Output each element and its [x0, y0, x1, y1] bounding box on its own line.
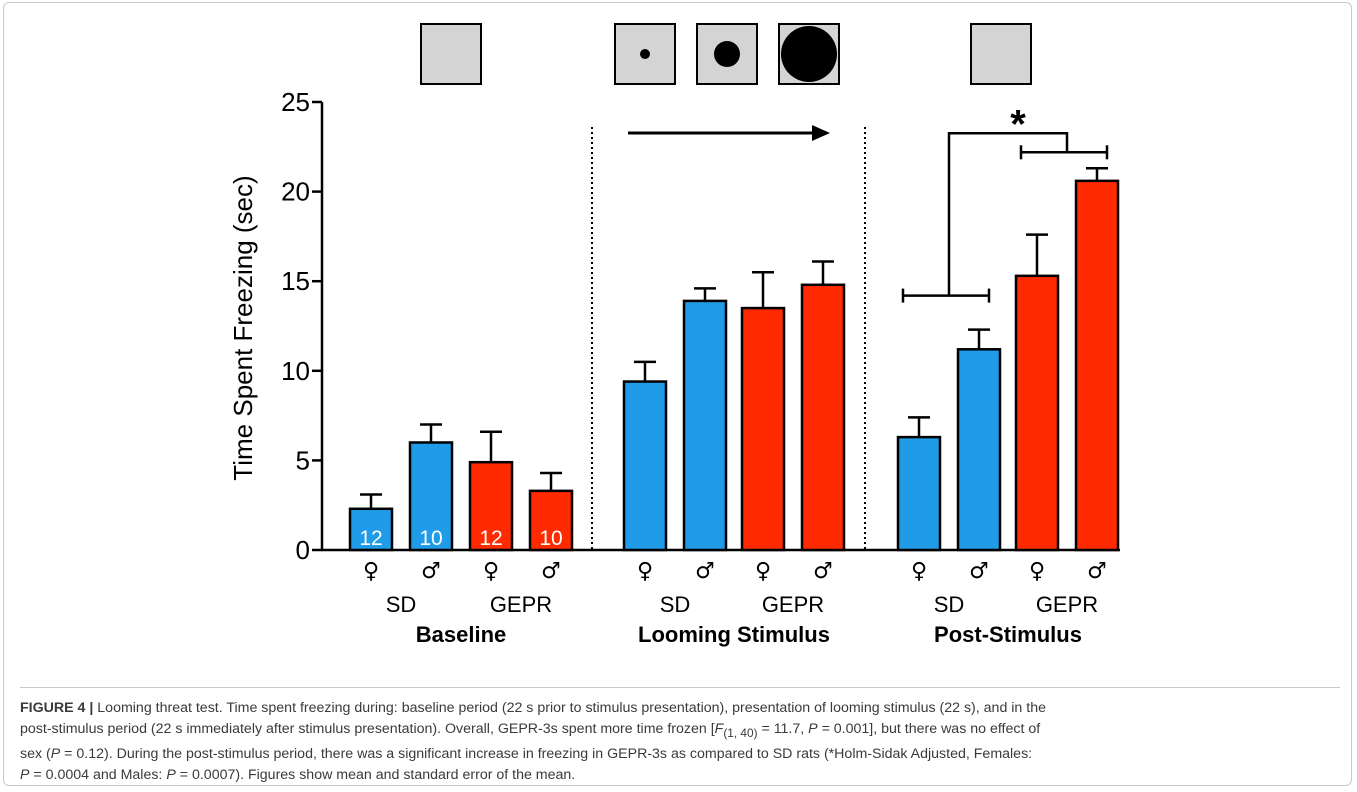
caption-line-1: FIGURE 4 | Looming threat test. Time spe…	[20, 698, 1340, 719]
bar-gepr-female	[468, 460, 514, 552]
sex-symbol-label: ♀	[755, 559, 771, 584]
caption-p-symbol: P	[20, 767, 30, 784]
medium-dot-icon	[714, 41, 740, 67]
sex-symbol-label: ♀	[1029, 559, 1045, 584]
small-dot-icon	[640, 49, 650, 59]
sex-symbol-label: ♀	[911, 559, 927, 584]
caption-text-1: Looming threat test. Time spent freezing…	[93, 700, 1046, 716]
caption-text-4a: = 0.0004 and Males:	[29, 767, 167, 784]
sex-symbol-label: ♀	[637, 559, 653, 584]
caption-line-3: sex (P = 0.12). During the post-stimulus…	[20, 744, 1340, 765]
caption-text-3b: = 0.12). During the post-stimulus period…	[60, 746, 1033, 763]
y-axis-label: Time Spent Freezing (sec)	[228, 175, 258, 480]
period-label: Looming Stimulus	[638, 622, 830, 647]
caption-f-value: = 11.7,	[757, 721, 809, 738]
caption-line-4: P = 0.0004 and Males: P = 0.0007). Figur…	[20, 765, 1340, 786]
caption-text-3a: sex (	[20, 746, 51, 763]
strain-label: GEPR	[490, 592, 552, 617]
y-tick-label: 25	[281, 87, 310, 117]
y-tick-label: 10	[281, 356, 310, 386]
sample-size-label: 10	[419, 527, 442, 550]
sex-symbol-label: ♂	[695, 559, 715, 584]
bracket-connector	[947, 132, 1069, 296]
caption-text-2b: = 0.001], but there was no effect of	[817, 721, 1041, 738]
figure-frame	[3, 2, 1352, 786]
caption-text-4b: = 0.0007). Figures show mean and standar…	[175, 767, 576, 784]
significance-bracket: *	[901, 102, 1109, 303]
caption-p-symbol: P	[50, 746, 61, 763]
y-tick-label: 0	[296, 535, 310, 565]
bar-sd-male	[682, 299, 728, 552]
y-tick-label: 20	[281, 177, 310, 207]
sex-symbol-label: ♂	[1087, 559, 1107, 584]
significance-star: *	[1010, 102, 1026, 146]
caption-line-2: post-stimulus period (22 s immediately a…	[20, 719, 1340, 744]
sex-symbol-label: ♂	[541, 559, 561, 584]
large-dot-icon	[781, 26, 837, 82]
sample-size-label: 12	[359, 527, 382, 550]
figure-caption: FIGURE 4 | Looming threat test. Time spe…	[20, 687, 1340, 787]
bar-gepr-female	[1014, 274, 1060, 552]
sex-symbol-label: ♀	[363, 559, 379, 584]
period-label: Baseline	[416, 622, 507, 647]
bar-gepr-male	[528, 489, 574, 552]
sex-symbol-label: ♂	[969, 559, 989, 584]
strain-label: GEPR	[1036, 592, 1098, 617]
bar-gepr-male	[1074, 179, 1120, 552]
caption-p-symbol: P	[808, 721, 818, 738]
strain-label: GEPR	[762, 592, 824, 617]
bar-sd-female	[622, 380, 668, 552]
looming-arrow-head-icon	[812, 125, 830, 141]
y-tick-label: 15	[281, 266, 310, 296]
baseline-empty-square-icon	[420, 23, 482, 85]
sample-size-label: 12	[479, 527, 502, 550]
sex-symbol-label: ♂	[421, 559, 441, 584]
bar-sd-female	[348, 507, 394, 552]
looming-square-icon	[696, 23, 758, 85]
post-empty-square-icon	[970, 23, 1032, 85]
caption-p-symbol: P	[166, 767, 176, 784]
bar-gepr-male	[800, 283, 846, 552]
caption-text-2a: post-stimulus period (22 s immediately a…	[20, 721, 715, 738]
strain-label: SD	[660, 592, 691, 617]
period-label: Post-Stimulus	[934, 622, 1082, 647]
sex-symbol-label: ♂	[813, 559, 833, 584]
stimulus-icons	[420, 23, 1032, 141]
sample-size-label: 10	[539, 527, 562, 550]
sex-symbol-label: ♀	[483, 559, 499, 584]
caption-f-symbol: F	[714, 721, 724, 738]
strain-label: SD	[386, 592, 417, 617]
strain-label: SD	[934, 592, 965, 617]
caption-label: FIGURE 4 |	[20, 700, 94, 716]
bar-gepr-female	[740, 306, 786, 552]
y-tick-label: 5	[296, 445, 310, 475]
bar-sd-male	[408, 441, 454, 552]
bar-sd-female	[896, 435, 942, 552]
bar-sd-male	[956, 348, 1002, 552]
caption-f-df: (1, 40)	[723, 726, 758, 741]
bars: 12 10 12 10	[348, 167, 1120, 552]
